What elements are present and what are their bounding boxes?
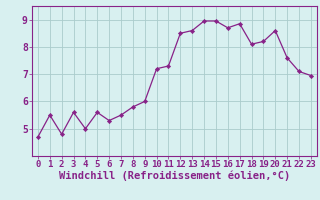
X-axis label: Windchill (Refroidissement éolien,°C): Windchill (Refroidissement éolien,°C)	[59, 171, 290, 181]
